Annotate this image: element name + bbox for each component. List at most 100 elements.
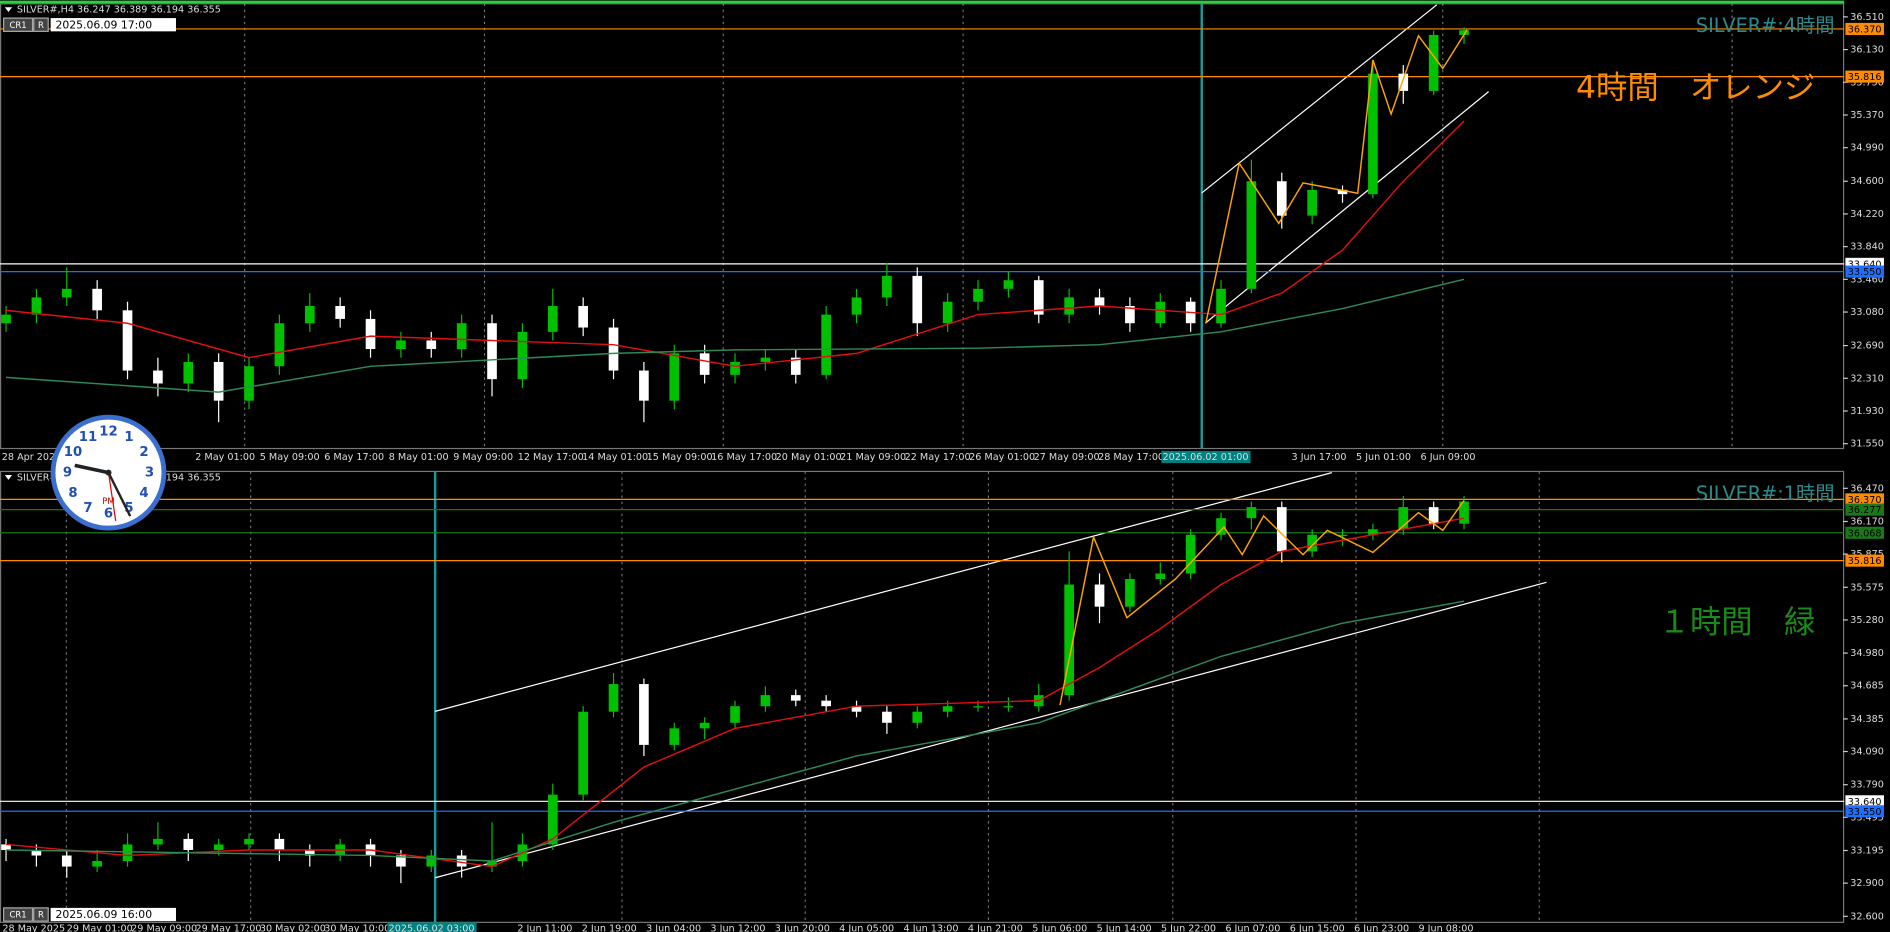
x-tick-label: 28 May 17:00 — [1098, 452, 1164, 463]
button-label: R — [38, 910, 44, 920]
x-tick-label: 4 Jun 21:00 — [968, 923, 1023, 932]
button — [3, 17, 34, 32]
clock-numeral: 10 — [64, 445, 82, 460]
indicator-line — [6, 600, 1465, 862]
x-tick-label: 6 Jun 07:00 — [1225, 923, 1280, 932]
panel-frame — [0, 3, 1845, 450]
candle-body — [1246, 507, 1257, 519]
candle-body — [61, 855, 72, 867]
clock-hand — [107, 472, 132, 517]
clock-hand — [74, 463, 109, 475]
candle-body — [1428, 34, 1439, 91]
price-level-label: 33.640 — [1848, 797, 1882, 808]
candle-body — [1246, 181, 1257, 289]
panel-frame — [0, 470, 1845, 923]
price-level-box — [1845, 265, 1884, 278]
candle-body — [1003, 706, 1014, 708]
candle-body — [1185, 534, 1196, 574]
price-level-label: 36.068 — [1848, 528, 1882, 539]
y-tick-label: 33.840 — [1850, 242, 1884, 253]
candle-body — [1064, 297, 1074, 315]
clock-numeral: 11 — [79, 430, 97, 445]
y-tick-label: 36.470 — [1850, 483, 1884, 494]
x-tick-label: 5 Jun 06:00 — [1032, 923, 1087, 932]
price-level-box — [1845, 526, 1884, 539]
candle-body — [790, 695, 801, 701]
x-tick-label: 5 May 09:00 — [260, 452, 320, 463]
y-tick-label: 31.550 — [1850, 439, 1884, 450]
clock-numeral: 4 — [139, 486, 148, 501]
clock-numeral: 12 — [99, 425, 117, 440]
candle-body — [1003, 280, 1014, 289]
y-tick-label: 32.600 — [1850, 911, 1884, 922]
candle-body — [790, 357, 801, 375]
candle-body — [456, 855, 467, 867]
x-tick-label: 4 Jun 13:00 — [904, 923, 959, 932]
x-tick-label: 28 Apr 2025 — [2, 452, 62, 463]
x-tick-label: 2025.06.02 03:00 — [389, 923, 475, 932]
indicator-line — [1059, 500, 1465, 706]
candle-body — [699, 722, 710, 729]
x-tick-label: 3 Jun 20:00 — [775, 923, 830, 932]
candle-body — [1307, 534, 1317, 552]
price-level-box — [1845, 22, 1884, 35]
price-level-box — [1845, 503, 1884, 516]
candle-body — [730, 361, 740, 375]
trendline — [434, 472, 1333, 712]
candle-body — [426, 855, 437, 867]
x-tick-label: 20 May 01:00 — [776, 452, 842, 463]
candle-body — [153, 838, 163, 845]
x-tick-label: 14 May 01:00 — [582, 452, 648, 463]
candle-body — [183, 361, 194, 384]
y-tick-label: 35.575 — [1850, 582, 1884, 593]
candle-body — [1398, 507, 1409, 530]
candle-body — [973, 288, 983, 302]
collapse-arrow — [4, 7, 13, 13]
x-tick-label: 21 May 09:00 — [840, 452, 906, 463]
candle-body — [608, 684, 619, 712]
x-tick-label: 8 May 01:00 — [389, 452, 449, 463]
clock-numeral: 1 — [124, 430, 133, 445]
indicator-line — [5, 278, 1465, 393]
candle-body — [1216, 288, 1226, 324]
clock-numeral: 8 — [68, 486, 77, 501]
candle-body — [1337, 189, 1348, 195]
y-tick-label: 33.790 — [1850, 780, 1884, 791]
indicator-line — [1205, 29, 1468, 324]
x-tick-label: 3 Jun 04:00 — [646, 923, 701, 932]
candle-body — [1033, 280, 1044, 315]
note: 4時間 オレンジ — [1576, 70, 1815, 106]
candle-body — [547, 306, 558, 332]
candle-body — [1459, 501, 1469, 524]
candle-body — [396, 855, 406, 867]
candle-body — [547, 794, 558, 845]
candle-body — [31, 849, 42, 856]
price-level-label: 33.550 — [1848, 267, 1882, 278]
y-tick-label: 34.990 — [1850, 143, 1884, 154]
candle-body — [760, 695, 771, 707]
date-label: 2025.06.09 16:00 — [55, 908, 152, 921]
date-box — [50, 907, 176, 922]
candle-body — [851, 706, 862, 712]
y-tick-label: 33.195 — [1850, 846, 1884, 857]
price-level-label: 36.277 — [1848, 505, 1882, 516]
x-tick-label: 2 Jun 11:00 — [517, 923, 572, 932]
candle-body — [487, 323, 497, 380]
x-tick-label: 16 May 17:00 — [711, 452, 777, 463]
candle-body — [61, 288, 72, 298]
x-tick-label: 15 May 09:00 — [647, 452, 713, 463]
candle-body — [396, 340, 406, 350]
trendline — [1201, 4, 1438, 194]
clock-numeral: 3 — [145, 466, 154, 481]
x-tick-label: 26 May 01:00 — [969, 452, 1035, 463]
candle-body — [1398, 73, 1409, 91]
button — [33, 17, 49, 32]
annotation: SILVER#:4時間 — [1696, 14, 1835, 37]
x-tick-label: 30 May 10:00 — [324, 923, 390, 932]
date-label: 2025.06.09 17:00 — [55, 18, 152, 31]
candle-body — [1, 844, 11, 850]
candle-body — [213, 361, 224, 401]
candle-body — [1276, 181, 1287, 216]
date-box — [50, 18, 176, 32]
